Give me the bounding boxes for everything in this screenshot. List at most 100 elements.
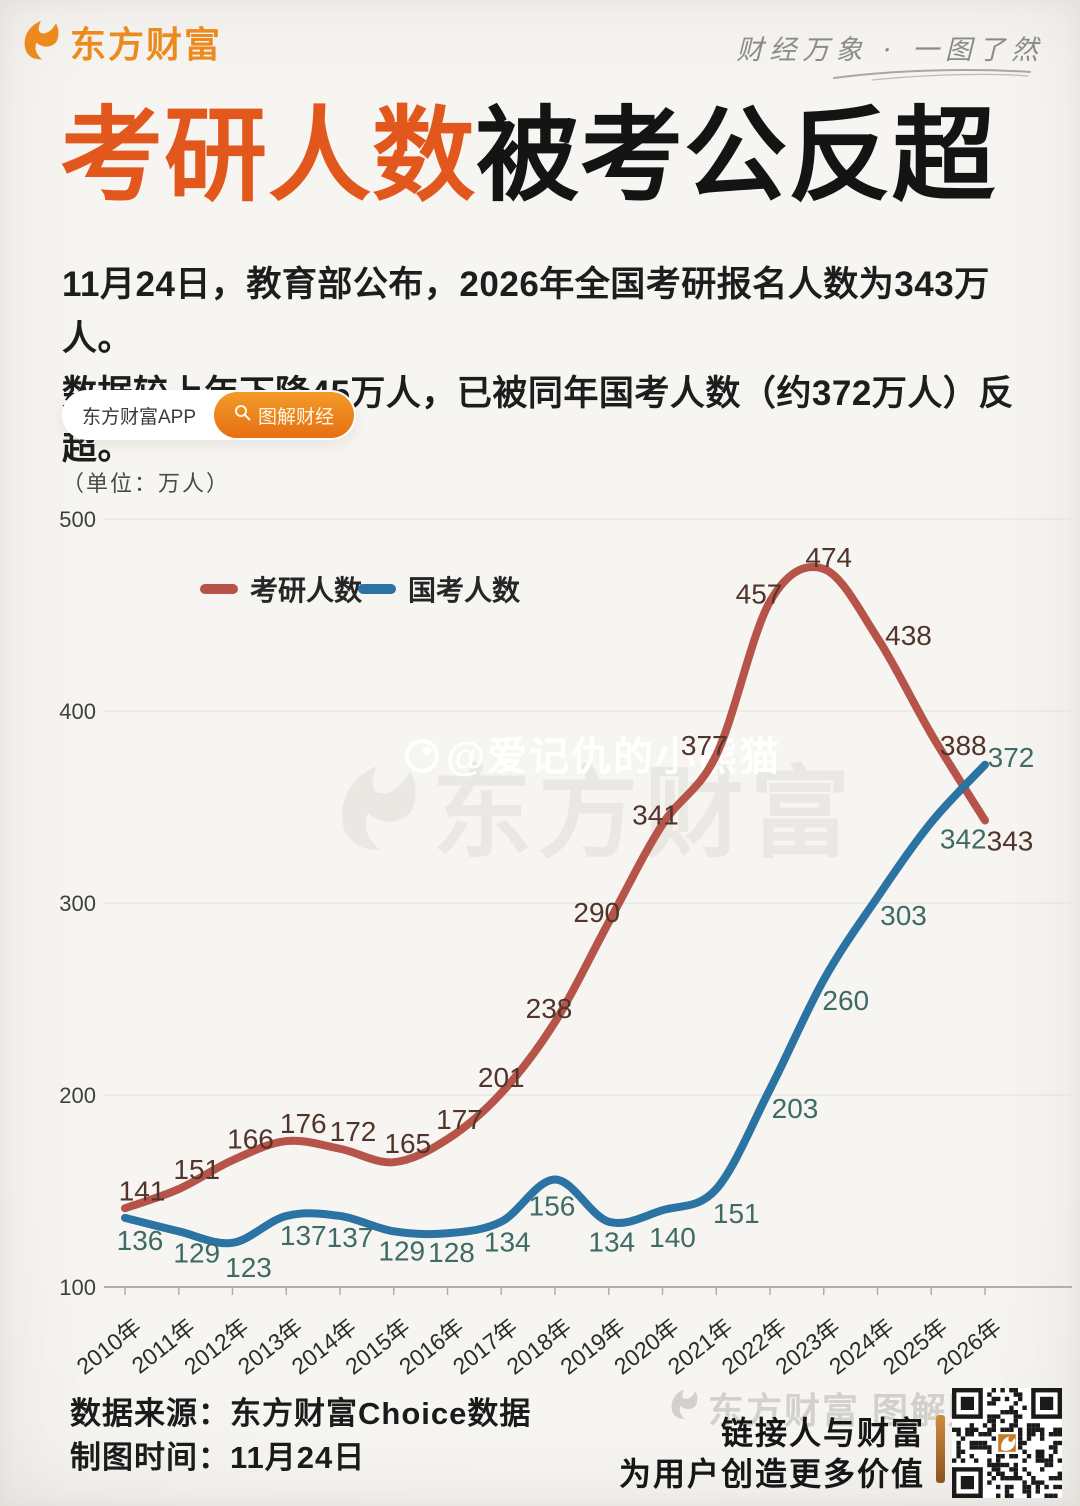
qr-module	[1013, 1462, 1018, 1468]
qr-module	[1048, 1476, 1054, 1481]
data-label-guokao: 342	[940, 823, 987, 854]
qr-module	[996, 1467, 1001, 1472]
qr-module	[978, 1440, 983, 1446]
qr-module	[1035, 1484, 1040, 1490]
y-axis-label: 500	[59, 507, 96, 532]
data-label-kaoyan: 343	[987, 825, 1034, 856]
qr-module	[991, 1427, 996, 1432]
qr-module	[1018, 1436, 1023, 1441]
qr-module	[991, 1396, 996, 1402]
qr-module	[974, 1458, 979, 1463]
y-axis-label: 200	[59, 1083, 96, 1108]
qr-module	[1000, 1427, 1005, 1432]
qr-module	[978, 1445, 983, 1450]
slogan-block: 链接人与财富 为用户创造更多价值	[619, 1413, 925, 1495]
data-label-guokao: 128	[428, 1237, 475, 1268]
data-label-kaoyan: 377	[681, 730, 728, 761]
qr-code[interactable]	[952, 1388, 1062, 1498]
qr-module	[987, 1480, 992, 1485]
qr-module	[987, 1445, 992, 1450]
qr-module	[956, 1440, 961, 1446]
qr-module	[956, 1432, 961, 1437]
qr-module	[996, 1454, 1001, 1459]
qr-module	[1018, 1396, 1023, 1402]
qr-module	[1035, 1427, 1040, 1432]
qr-module	[969, 1423, 974, 1428]
qr-module	[996, 1414, 1001, 1419]
qr-module	[1026, 1471, 1032, 1476]
data-source-line: 数据来源：东方财富Choice数据	[70, 1396, 532, 1431]
qr-module	[996, 1484, 1001, 1490]
qr-module	[1040, 1432, 1045, 1437]
qr-module	[1009, 1467, 1014, 1472]
tag-badge[interactable]: 图解财经	[214, 392, 355, 438]
qr-module	[1018, 1414, 1023, 1419]
qr-center-logo	[1001, 1436, 1016, 1451]
slogan-line-2: 为用户创造更多价值	[618, 1455, 925, 1492]
qr-module	[1035, 1454, 1040, 1459]
data-label-guokao: 260	[822, 985, 869, 1016]
qr-module	[1057, 1427, 1062, 1432]
data-label-guokao: 129	[173, 1237, 220, 1268]
qr-module	[987, 1392, 992, 1397]
qr-module	[1013, 1414, 1018, 1419]
qr-module	[1013, 1476, 1018, 1481]
qr-module	[982, 1423, 988, 1428]
tag-badge-label: 图解财经	[258, 406, 335, 428]
qr-module	[1004, 1396, 1010, 1402]
badge-group: 东方财富APP 图解财经	[62, 390, 357, 440]
qr-module	[996, 1493, 1001, 1498]
center-brand-watermark-text: 东方财富	[432, 758, 856, 870]
qr-module	[1004, 1489, 1010, 1494]
footer-watermark-flame-icon	[668, 1387, 700, 1429]
qr-module	[991, 1423, 996, 1428]
qr-module	[956, 1445, 961, 1450]
qr-module	[996, 1462, 1001, 1468]
app-badge[interactable]: 东方财富APP	[82, 406, 197, 428]
qr-module	[1009, 1493, 1014, 1498]
data-label-kaoyan: 341	[632, 799, 679, 830]
qr-module	[1035, 1458, 1040, 1463]
qr-module	[1040, 1396, 1054, 1410]
qr-module	[956, 1454, 961, 1459]
qr-module	[960, 1476, 974, 1490]
series-line-guokao	[121, 760, 989, 1248]
qr-module	[1022, 1489, 1027, 1494]
intro-line-1: 11月24日，教育部公布，2026年全国考研报名人数为343万人。	[62, 265, 990, 359]
qr-module	[1018, 1440, 1023, 1446]
qr-module	[1022, 1484, 1027, 1490]
qr-module	[1004, 1410, 1010, 1415]
data-label-kaoyan: 457	[736, 579, 783, 610]
data-label-kaoyan: 438	[885, 620, 932, 651]
data-label-guokao: 372	[988, 742, 1035, 773]
qr-module	[1035, 1489, 1040, 1494]
data-label-guokao: 134	[484, 1227, 531, 1258]
qr-module	[1000, 1462, 1005, 1468]
qr-module	[956, 1449, 961, 1454]
data-label-guokao: 303	[880, 900, 927, 931]
data-label-guokao: 156	[529, 1190, 576, 1221]
qr-module	[991, 1401, 996, 1406]
qr-module	[1057, 1440, 1062, 1446]
data-label-kaoyan: 166	[227, 1123, 274, 1154]
qr-module	[969, 1432, 974, 1437]
qr-module	[1053, 1493, 1058, 1498]
data-label-guokao: 140	[649, 1222, 696, 1253]
qr-module	[982, 1432, 988, 1437]
qr-module	[1040, 1436, 1045, 1441]
qr-module	[991, 1418, 996, 1424]
qr-module	[1035, 1480, 1040, 1485]
watermark-flame-icon	[342, 765, 416, 850]
qr-module	[1004, 1462, 1010, 1468]
data-label-kaoyan: 176	[280, 1108, 327, 1139]
brand-logo: 东方财富	[20, 16, 222, 68]
qr-module	[1053, 1484, 1058, 1490]
data-label-kaoyan: 172	[330, 1116, 377, 1147]
data-label-guokao: 136	[117, 1225, 164, 1256]
qr-module	[1048, 1432, 1054, 1437]
qr-module	[1026, 1484, 1032, 1490]
qr-module	[974, 1440, 979, 1446]
qr-module	[1000, 1418, 1005, 1424]
qr-module	[982, 1445, 988, 1450]
